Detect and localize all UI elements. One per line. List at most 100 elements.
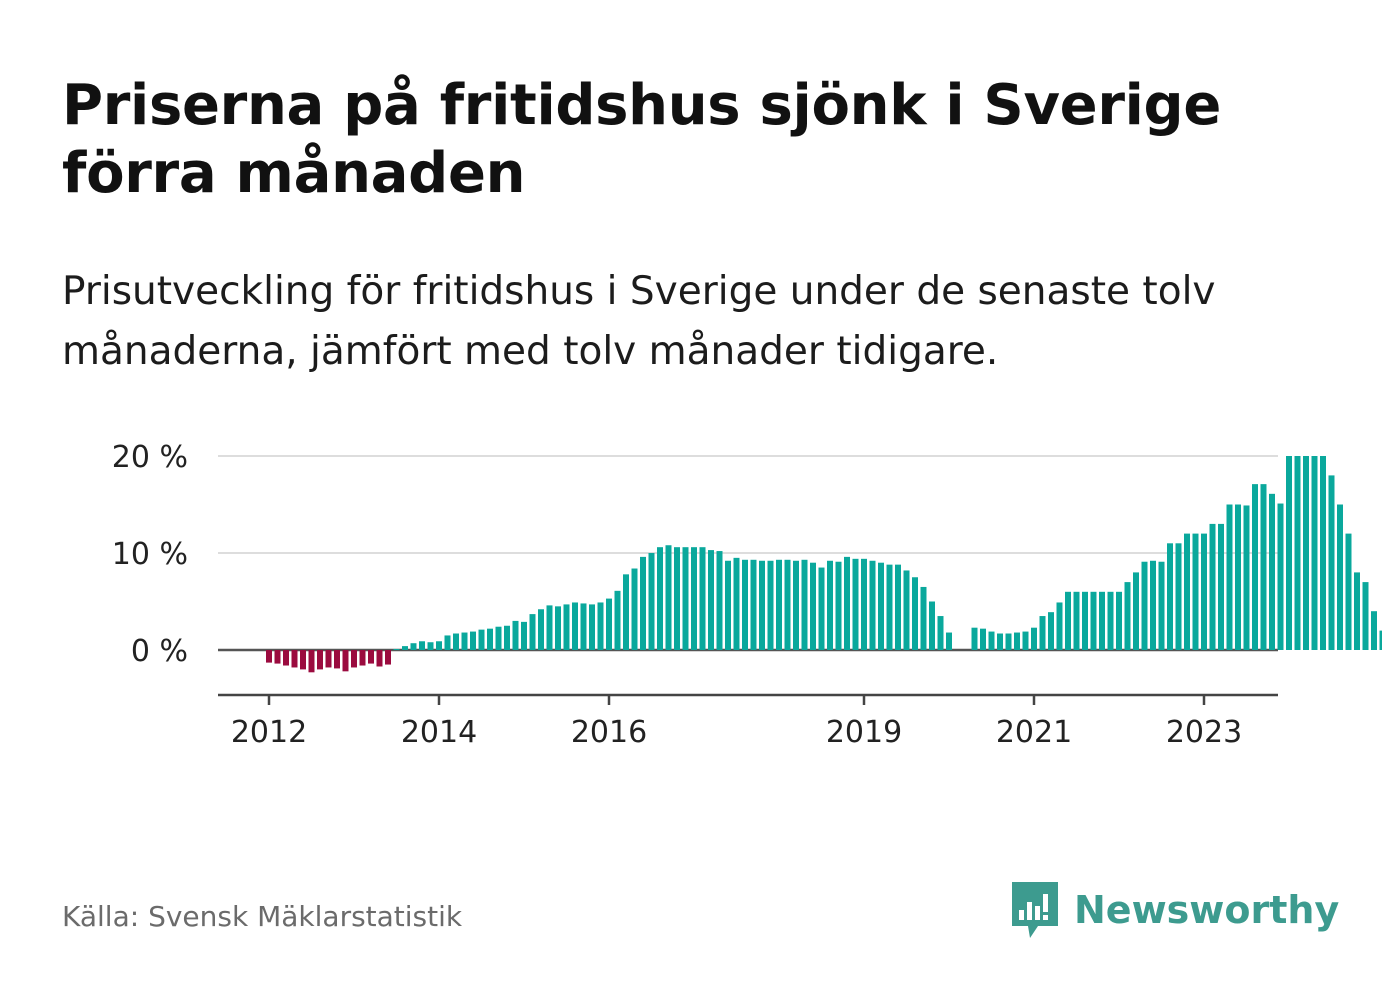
bar — [410, 643, 417, 650]
brand-name: Newsworthy — [1074, 888, 1340, 932]
bar — [1328, 475, 1335, 650]
bar — [487, 628, 493, 650]
bar — [1005, 633, 1012, 650]
bar — [1354, 572, 1360, 650]
bar — [572, 602, 578, 650]
bar — [427, 642, 434, 650]
bar — [801, 559, 808, 650]
bar — [1286, 456, 1292, 650]
bar — [733, 557, 740, 650]
bar — [844, 556, 850, 650]
bar — [699, 547, 706, 650]
bar — [682, 547, 689, 650]
bar — [351, 650, 357, 668]
bar — [878, 562, 884, 650]
bar — [1303, 456, 1309, 650]
bar — [495, 626, 502, 650]
bar — [912, 577, 918, 650]
bar — [376, 650, 383, 667]
bar — [946, 632, 952, 650]
bar — [869, 560, 876, 650]
bar — [538, 609, 544, 650]
bar — [1167, 543, 1173, 650]
bar — [980, 628, 986, 650]
bar — [470, 631, 476, 650]
bar — [580, 603, 587, 650]
bar — [444, 635, 451, 650]
bar — [665, 545, 672, 650]
bar — [1226, 504, 1233, 650]
bar — [1294, 456, 1301, 650]
bar — [368, 650, 374, 664]
bar — [555, 606, 561, 650]
brand-logo[interactable]: Newsworthy — [1010, 880, 1339, 940]
bar — [759, 560, 765, 650]
bar — [784, 559, 791, 650]
bar — [929, 601, 935, 650]
bar — [1209, 523, 1216, 650]
bar — [1031, 627, 1037, 650]
bar — [937, 616, 944, 650]
bar — [1133, 572, 1139, 650]
bar — [512, 620, 519, 650]
bar — [1158, 561, 1165, 650]
bar — [1022, 631, 1029, 650]
bar — [359, 650, 366, 666]
bar — [1345, 533, 1352, 650]
newsworthy-logo-icon — [1012, 882, 1058, 938]
bar — [1260, 484, 1267, 650]
bar — [1269, 493, 1275, 650]
bar — [827, 560, 833, 650]
bar — [810, 562, 816, 650]
bar — [1090, 591, 1097, 650]
bar — [274, 650, 281, 664]
y-tick-label: 20 % — [112, 440, 188, 475]
bar — [1141, 561, 1148, 650]
bar — [614, 590, 621, 650]
bar — [1235, 504, 1241, 650]
bar — [971, 627, 978, 650]
bar — [1192, 533, 1199, 650]
bar — [1048, 612, 1054, 650]
bar — [793, 560, 799, 650]
bar — [504, 625, 510, 650]
bar — [1039, 616, 1046, 650]
bar — [453, 633, 459, 650]
bar — [750, 559, 757, 650]
bar — [1362, 582, 1369, 650]
chart-title: Priserna på fritidshus sjönk i Sverige f… — [62, 73, 1222, 206]
bar — [597, 602, 604, 650]
y-tick-label: 0 % — [131, 634, 188, 669]
x-tick-label: 2023 — [1166, 715, 1242, 750]
bar — [521, 621, 527, 650]
bar — [1252, 484, 1258, 650]
bar — [920, 586, 927, 650]
bar — [461, 632, 468, 650]
bar — [419, 641, 425, 650]
x-tick-label: 2016 — [571, 715, 647, 750]
bar — [342, 650, 349, 672]
bar — [1311, 456, 1318, 650]
bar — [283, 650, 289, 666]
bar — [1150, 560, 1156, 650]
bar — [291, 650, 298, 668]
bar — [691, 547, 697, 650]
bar — [852, 558, 859, 650]
bar — [563, 604, 570, 650]
bar — [546, 605, 553, 650]
y-tick-label: 10 % — [112, 537, 188, 572]
bar — [385, 650, 391, 665]
bar — [1056, 602, 1063, 650]
bar — [631, 568, 638, 650]
bar — [1116, 591, 1122, 650]
bar — [1082, 591, 1088, 650]
bar — [767, 560, 774, 650]
bar — [325, 650, 332, 668]
bar — [300, 650, 306, 670]
bar — [861, 558, 867, 650]
x-tick-label: 2014 — [401, 715, 477, 750]
bar — [988, 631, 995, 650]
bar — [776, 559, 782, 650]
bar — [589, 604, 595, 650]
